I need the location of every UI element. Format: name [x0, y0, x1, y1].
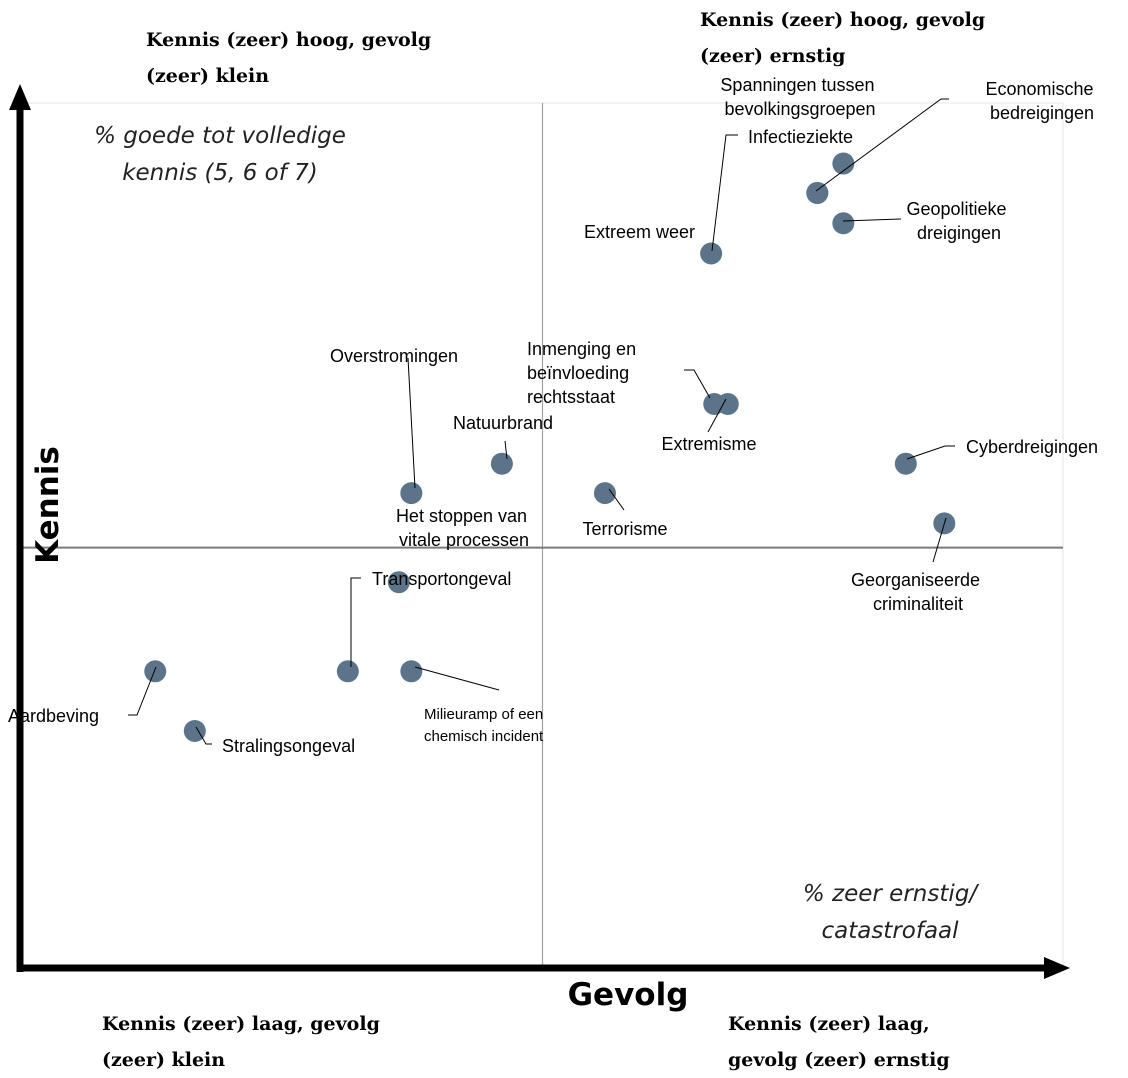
point-label-milieuramp-line2: chemisch incident	[424, 728, 544, 745]
y-measure-annotation: % goede tot volledige kennis (5, 6 of 7)	[94, 123, 346, 186]
point-label-overstromingen: Overstromingen	[330, 346, 458, 366]
point-label-georganiseerde-criminaliteit: Georganiseerde criminaliteit	[851, 570, 985, 614]
y-axis-title: Kennis	[30, 446, 66, 564]
data-point-cyberdreigingen	[894, 452, 917, 475]
leader-line-terrorisme	[608, 488, 625, 511]
point-label-geopolitieke-line1: Geopolitieke	[906, 199, 1006, 219]
y-axis-arrowhead-icon	[9, 84, 31, 110]
leader-line-aardbeving	[128, 666, 157, 716]
point-label-terrorisme: Terrorisme	[582, 519, 667, 539]
data-point-transportongeval	[336, 660, 359, 683]
leader-line-cyberdreigingen	[906, 445, 955, 460]
leader-lines	[128, 98, 955, 745]
leader-line-georganiseerde-criminaliteit	[932, 517, 947, 563]
leader-line-natuurbrand	[504, 440, 508, 460]
point-label-vitale-processen: Het stoppen van vitale processen	[396, 506, 532, 550]
point-label-vitale-line2: vitale processen	[399, 530, 529, 550]
point-label-natuurbrand: Natuurbrand	[453, 413, 553, 433]
point-label-spanningen-line1: Spanningen tussen	[720, 75, 874, 95]
leader-line-extreem-weer	[711, 134, 738, 252]
data-point-economische-bedreigingen	[806, 181, 829, 204]
leader-line-overstromingen	[407, 357, 416, 489]
point-label-inmenging: Inmenging en beïnvloeding rechtsstaat	[527, 339, 641, 407]
point-label-economische-line2: bedreigingen	[990, 103, 1094, 123]
point-label-geopolitieke-dreigingen: Geopolitieke dreigingen	[906, 199, 1011, 243]
point-label-milieuramp-line1: Milieuramp of een	[424, 706, 543, 723]
leader-line-geopolitieke-dreigingen	[842, 218, 902, 222]
data-point-het-stoppen-van-vitale-processen	[387, 571, 410, 594]
point-label-inmenging-line1: Inmenging en	[527, 339, 636, 359]
leader-line-stralingsongeval	[195, 726, 212, 745]
leader-line-extremisme	[707, 398, 727, 433]
x-axis-arrowhead-icon	[1044, 957, 1070, 979]
point-label-economische-line1: Economische	[985, 79, 1093, 99]
data-point-spanningen-tussen-bevolkingsgroepen	[832, 152, 855, 175]
point-label-transportongeval: Transportongeval	[372, 569, 511, 589]
x-measure-annotation: % zeer ernstig/ catastrofaal	[802, 881, 978, 944]
leader-line-milieuramp	[414, 666, 500, 691]
data-point-milieuramp-of-een-chemisch-incident	[400, 660, 423, 683]
x-axis-title: Gevolg	[568, 977, 689, 1013]
quadrant-label-bottom-right: Kennis (zeer) laag, gevolg (zeer) ernsti…	[728, 1013, 950, 1071]
quadrant-label-top-left: Kennis (zeer) hoog, gevolg (zeer) klein	[146, 29, 432, 87]
point-labels: Spanningen tussen bevolkingsgroepen Infe…	[8, 75, 1098, 756]
point-label-cyberdreigingen: Cyberdreigingen	[966, 437, 1098, 457]
data-point-terrorisme	[593, 482, 616, 505]
quadrant-lines	[22, 103, 1063, 968]
point-label-economische-bedreigingen: Economische bedreigingen	[985, 79, 1098, 123]
point-label-spanningen-line2: bevolkingsgroepen	[724, 99, 875, 119]
data-point-natuurbrand	[490, 452, 513, 475]
data-point-stralingsongeval	[183, 719, 206, 742]
data-point-extremisme	[716, 393, 739, 416]
point-label-infectieziekte: Infectieziekte	[748, 127, 853, 147]
data-point-overstromingen	[400, 482, 423, 505]
point-label-vitale-line1: Het stoppen van	[396, 506, 527, 526]
quadrant-label-bottom-left: Kennis (zeer) laag, gevolg (zeer) klein	[102, 1013, 380, 1071]
point-label-inmenging-line2: beïnvloeding	[527, 363, 629, 383]
point-label-extreem-weer: Extreem weer	[584, 222, 695, 242]
axes: Gevolg Kennis	[9, 84, 1070, 1013]
data-points	[144, 152, 956, 742]
leader-line-economische-bedreigingen	[815, 98, 949, 192]
point-label-georganiseerde-line1: Georganiseerde	[851, 570, 980, 590]
data-point-geopolitieke-dreigingen	[832, 212, 855, 235]
point-label-milieuramp: Milieuramp of een chemisch incident	[424, 706, 547, 745]
quadrant-label-top-right: Kennis (zeer) hoog, gevolg (zeer) ernsti…	[700, 9, 986, 67]
point-label-inmenging-line3: rechtsstaat	[527, 387, 615, 407]
point-label-extremisme: Extremisme	[661, 434, 756, 454]
point-label-stralingsongeval: Stralingsongeval	[222, 736, 355, 756]
leader-line-transportongeval	[350, 577, 361, 667]
point-label-aardbeving: Aardbeving	[8, 706, 99, 726]
data-point-extreem-weer	[700, 242, 723, 265]
point-label-georganiseerde-line2: criminaliteit	[873, 594, 963, 614]
point-label-geopolitieke-line2: dreigingen	[917, 223, 1001, 243]
leader-line-inmenging	[684, 369, 711, 399]
data-point-aardbeving	[144, 660, 167, 683]
point-label-spanningen: Spanningen tussen bevolkingsgroepen	[720, 75, 879, 119]
